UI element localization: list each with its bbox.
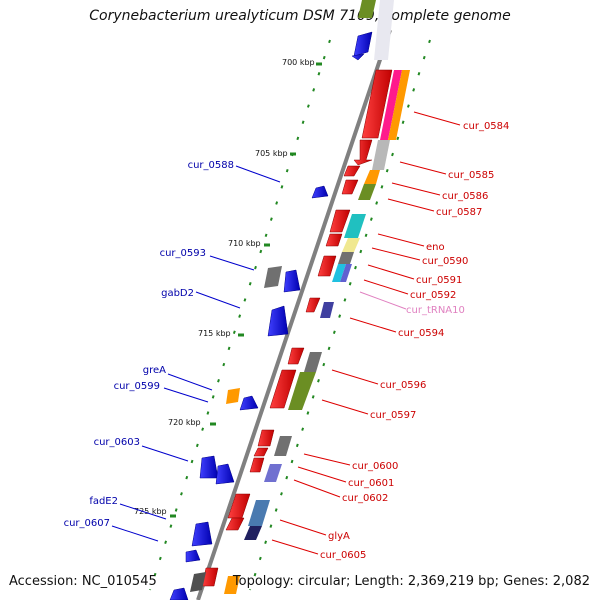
label-cur_0596: cur_0596 xyxy=(380,380,426,391)
label-cur_0599: cur_0599 xyxy=(114,381,160,392)
label-cur_0584: cur_0584 xyxy=(463,121,509,132)
gene-cur_0599 xyxy=(239,395,259,411)
label-cur_0601: cur_0601 xyxy=(348,478,394,489)
left-labels: cur_0588 cur_0593 gabD2 greA cur_0599 cu… xyxy=(64,160,234,529)
label-cur_0591: cur_0591 xyxy=(416,275,462,286)
gene-eno xyxy=(329,209,351,233)
gene-cur_0602 xyxy=(249,457,265,473)
label-cur_0586: cur_0586 xyxy=(442,191,488,202)
label-cur_0603: cur_0603 xyxy=(94,437,140,448)
forward-genes xyxy=(201,69,393,587)
accession-text: Accession: NC_010545 xyxy=(9,574,157,589)
kbp-label-705: 705 kbp xyxy=(255,149,288,158)
right-connectors xyxy=(271,111,461,555)
kbp-label-700: 700 kbp xyxy=(282,58,315,67)
gene-cur_0597 xyxy=(269,369,297,409)
label-cur_0587: cur_0587 xyxy=(436,207,482,218)
label-cur_tRNA10: cur_tRNA10 xyxy=(406,305,465,316)
label-cur_0605: cur_0605 xyxy=(320,550,366,561)
label-cur_0588: cur_0588 xyxy=(188,160,234,171)
label-cur_0593: cur_0593 xyxy=(160,248,206,259)
reverse-cog-bars xyxy=(190,266,282,592)
gene-cur_0605 xyxy=(225,517,245,531)
label-cur_0592: cur_0592 xyxy=(410,290,456,301)
label-greA: greA xyxy=(143,365,166,376)
label-cur_0594: cur_0594 xyxy=(398,328,444,339)
gene-gabD2 xyxy=(267,305,289,337)
gene-cur_0588 xyxy=(311,185,329,199)
gene-cur_0590 xyxy=(325,233,343,247)
gene-cur_0586 xyxy=(343,165,361,177)
genome-backbone xyxy=(196,29,392,600)
gene-cur_0601 xyxy=(253,447,269,457)
gene-cur_0600 xyxy=(257,429,275,447)
gene-cur_0607 xyxy=(185,549,201,563)
kbp-label-720: 720 kbp xyxy=(168,418,201,427)
gene-cur_0594 xyxy=(305,297,321,313)
gene-cur_0591 xyxy=(317,255,337,277)
gene-cur_0585 xyxy=(353,139,373,166)
label-gabD2: gabD2 xyxy=(161,288,194,299)
tick-guides xyxy=(149,39,431,591)
topology-text: Topology: circular; Length: 2,369,219 bp… xyxy=(232,574,590,589)
label-cur_0590: cur_0590 xyxy=(422,256,468,267)
cog-bars xyxy=(224,0,410,594)
gene-cur_0596 xyxy=(287,347,305,365)
label-cur_0600: cur_0600 xyxy=(352,461,398,472)
label-cur_0597: cur_0597 xyxy=(370,410,416,421)
gene-cur_0603 xyxy=(199,455,219,479)
gene-fadE2 xyxy=(191,521,213,547)
reverse-genes xyxy=(169,31,373,600)
gene-cur_0593 xyxy=(283,269,301,293)
kbp-label-725: 725 kbp xyxy=(134,507,167,516)
gene-cur_0584 xyxy=(361,69,393,139)
label-cur_0602: cur_0602 xyxy=(342,493,388,504)
kbp-label-710: 710 kbp xyxy=(228,239,261,248)
left-connectors xyxy=(111,165,281,542)
gene-cur_0587 xyxy=(341,179,359,195)
label-cur_0607: cur_0607 xyxy=(64,518,110,529)
kbp-label-715: 715 kbp xyxy=(198,329,231,338)
kbp-tick-marks xyxy=(170,62,322,518)
label-glyA: glyA xyxy=(328,531,350,542)
label-cur_0585: cur_0585 xyxy=(448,170,494,181)
map-title: Corynebacterium urealyticum DSM 7109, co… xyxy=(89,8,511,24)
label-fadE2: fadE2 xyxy=(89,496,118,507)
trna-connector xyxy=(359,291,407,310)
right-labels: cur_0584 cur_0585 cur_0586 cur_0587 eno … xyxy=(320,121,509,561)
label-eno: eno xyxy=(426,242,445,253)
gene-top-reverse xyxy=(353,31,373,57)
